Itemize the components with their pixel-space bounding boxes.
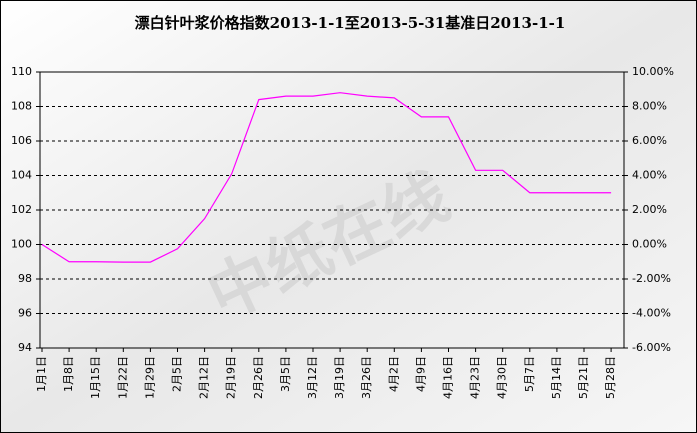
y-tick-label: 108: [11, 100, 32, 113]
x-tick-label: 4月16日: [442, 356, 455, 399]
y2-tick-label: 10.00%: [632, 65, 674, 78]
y2-tick-label: 0.00%: [632, 238, 667, 251]
data-line: [41, 92, 612, 263]
x-tick-label: 1月8日: [62, 356, 75, 392]
x-tick-label: 5月21日: [577, 356, 590, 399]
x-tick-label: 2月26日: [252, 356, 265, 399]
x-tick-label: 5月14日: [550, 356, 563, 399]
y-tick-label: 98: [18, 272, 32, 285]
x-tick-label: 2月5日: [171, 356, 184, 392]
chart-title: 漂白针叶浆价格指数2013-1-1至2013-5-31基准日2013-1-1: [135, 14, 566, 32]
x-tick-label: 4月2日: [387, 356, 400, 392]
x-tick-label: 5月7日: [523, 356, 536, 392]
y2-tick-label: 4.00%: [632, 169, 667, 182]
x-tick-label: 4月23日: [469, 356, 482, 399]
y-tick-label: 110: [11, 65, 32, 78]
y-tick-label: 96: [18, 307, 32, 320]
x-tick-label: 3月12日: [306, 356, 319, 399]
x-tick-label: 4月9日: [414, 356, 427, 392]
y-tick-label: 102: [11, 203, 32, 216]
x-tick-label: 1月15日: [89, 356, 102, 399]
x-tick-label: 1月22日: [116, 356, 129, 399]
x-tick-label: 3月19日: [333, 356, 346, 399]
x-tick-label: 4月30日: [496, 356, 509, 399]
y2-tick-label: 6.00%: [632, 134, 667, 147]
x-tick-label: 5月28日: [604, 356, 617, 399]
y-tick-label: 106: [11, 134, 32, 147]
y2-tick-label: 2.00%: [632, 203, 667, 216]
y2-tick-label: -4.00%: [632, 307, 671, 320]
x-tick-label: 3月5日: [279, 356, 292, 392]
y2-tick-label: -6.00%: [632, 341, 671, 354]
x-tick-label: 2月12日: [198, 356, 211, 399]
x-tick-label: 2月19日: [225, 356, 238, 399]
y-tick-label: 104: [11, 169, 32, 182]
x-tick-label: 1月29日: [143, 356, 156, 399]
x-tick-label: 3月26日: [360, 356, 373, 399]
x-tick-label: 1月1日: [35, 356, 48, 392]
y2-tick-label: -2.00%: [632, 272, 671, 285]
y-tick-label: 100: [11, 238, 32, 251]
y2-tick-label: 8.00%: [632, 100, 667, 113]
y-tick-label: 94: [18, 341, 32, 354]
